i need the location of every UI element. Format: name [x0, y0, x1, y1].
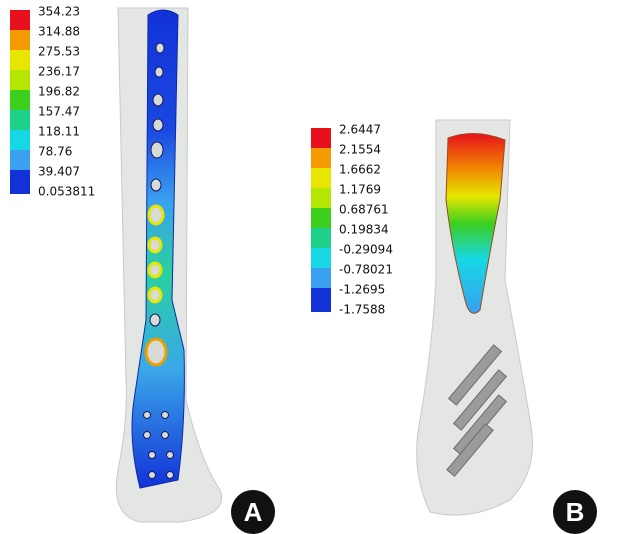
legend-swatch — [10, 150, 30, 170]
legend-swatch — [10, 170, 30, 194]
legend-label: 0.19834 — [339, 223, 389, 237]
legend-swatch — [311, 208, 331, 228]
panel-label: B — [566, 497, 585, 527]
legend-swatch — [10, 110, 30, 130]
legend-swatch — [311, 128, 331, 148]
legend-label: 118.11 — [38, 125, 80, 139]
legend-label: 78.76 — [38, 145, 72, 159]
legend-swatch — [311, 188, 331, 208]
legend-label: 275.53 — [38, 45, 80, 59]
legend-label: 236.17 — [38, 65, 80, 79]
legend-swatch — [311, 288, 331, 312]
legend-swatch — [10, 50, 30, 70]
legend-label: -1.7588 — [339, 303, 385, 317]
legend-label: 196.82 — [38, 85, 80, 99]
legends: 354.23 314.88 275.53 236.17 196.82 157.47 118.… — [10, 5, 393, 317]
legend-swatch — [10, 10, 30, 30]
legend-swatch — [311, 228, 331, 248]
legend-swatch — [311, 268, 331, 288]
legend-swatch — [10, 30, 30, 50]
legend-swatch — [10, 70, 30, 90]
legend-label: 0.68761 — [339, 203, 389, 217]
legend-swatch — [10, 90, 30, 110]
legend-label: 354.23 — [38, 5, 80, 19]
legend-label: 1.6662 — [339, 163, 381, 177]
legend-label: 39.407 — [38, 165, 80, 179]
legend-label: -1.2695 — [339, 283, 385, 297]
legend-label: 2.1554 — [339, 143, 381, 157]
legend-swatch — [311, 168, 331, 188]
legend-label: 0.053811 — [38, 185, 95, 199]
legend-swatch — [10, 130, 30, 150]
legend-label: -0.29094 — [339, 243, 393, 257]
bone-b — [417, 120, 533, 515]
legend-label: 157.47 — [38, 105, 80, 119]
figure: 354.23 314.88 275.53 236.17 196.82 157.47 118.… — [0, 0, 625, 534]
legend-label: 2.6447 — [339, 123, 381, 137]
bone-a — [116, 8, 221, 522]
legend-label: -0.78021 — [339, 263, 393, 277]
legend-label: 314.88 — [38, 25, 80, 39]
legend-swatch — [311, 248, 331, 268]
panel-label: A — [244, 497, 263, 527]
legend-label: 1.1769 — [339, 183, 381, 197]
legend-swatch — [311, 148, 331, 168]
